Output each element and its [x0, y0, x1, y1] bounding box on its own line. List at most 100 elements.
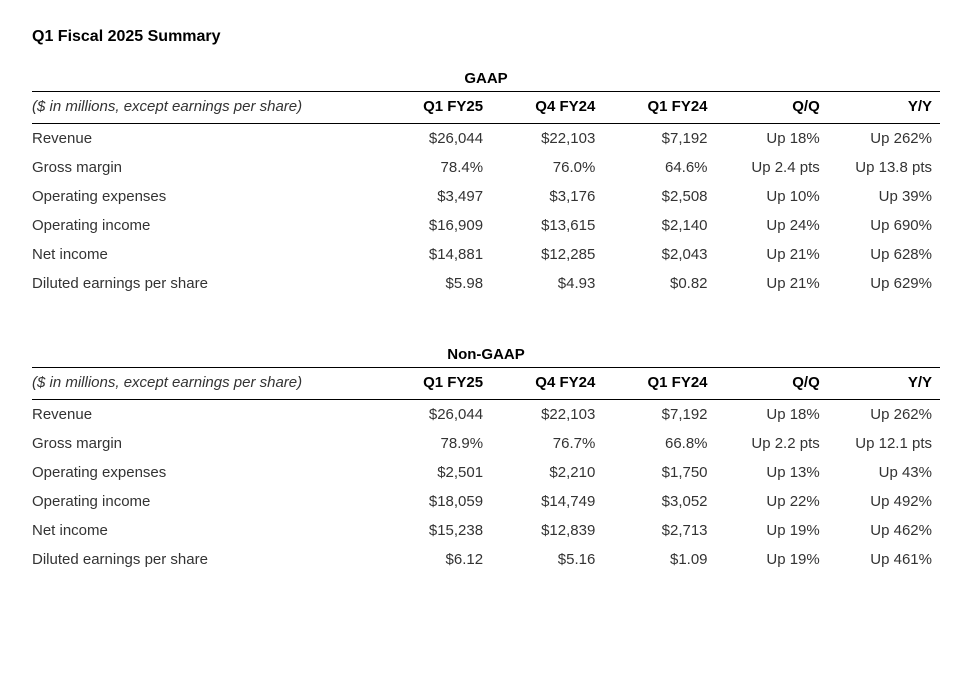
cell-value: $3,176 — [491, 182, 603, 211]
cell-value: Up 19% — [716, 545, 828, 574]
cell-value: $16,909 — [379, 211, 491, 240]
cell-value: 66.8% — [603, 429, 715, 458]
cell-value: Up 2.4 pts — [716, 153, 828, 182]
cell-value: $1.09 — [603, 545, 715, 574]
table-row: Revenue$26,044$22,103$7,192Up 18%Up 262% — [32, 400, 940, 430]
cell-value: Up 262% — [828, 124, 940, 154]
cell-value: Up 262% — [828, 400, 940, 430]
cell-value: $7,192 — [603, 400, 715, 430]
metric-label: Diluted earnings per share — [32, 545, 379, 574]
cell-value: 64.6% — [603, 153, 715, 182]
cell-value: Up 13.8 pts — [828, 153, 940, 182]
cell-value: $7,192 — [603, 124, 715, 154]
cell-value: $3,052 — [603, 487, 715, 516]
cell-value: $12,839 — [491, 516, 603, 545]
metric-label: Operating income — [32, 211, 379, 240]
table-section: Non-GAAP ($ in millions, except earnings … — [32, 346, 940, 574]
cell-value: Up 18% — [716, 124, 828, 154]
column-header: Y/Y — [828, 92, 940, 124]
cell-value: $13,615 — [491, 211, 603, 240]
cell-value: $22,103 — [491, 400, 603, 430]
cell-value: $6.12 — [379, 545, 491, 574]
cell-value: $18,059 — [379, 487, 491, 516]
cell-value: $15,238 — [379, 516, 491, 545]
table-row: Net income$15,238$12,839$2,713Up 19%Up 4… — [32, 516, 940, 545]
cell-value: Up 39% — [828, 182, 940, 211]
column-header: Q1 FY24 — [603, 368, 715, 400]
cell-value: $26,044 — [379, 400, 491, 430]
cell-value: $22,103 — [491, 124, 603, 154]
cell-value: 76.0% — [491, 153, 603, 182]
cell-value: Up 462% — [828, 516, 940, 545]
table-section: GAAP ($ in millions, except earnings per … — [32, 70, 940, 298]
column-header: Q/Q — [716, 368, 828, 400]
metric-label: Net income — [32, 240, 379, 269]
cell-value: $0.82 — [603, 269, 715, 298]
table-note: ($ in millions, except earnings per shar… — [32, 92, 379, 124]
cell-value: Up 18% — [716, 400, 828, 430]
section-title: Non-GAAP — [32, 346, 940, 363]
cell-value: Up 21% — [716, 240, 828, 269]
cell-value: $2,210 — [491, 458, 603, 487]
table-row: Gross margin78.9%76.7%66.8%Up 2.2 ptsUp … — [32, 429, 940, 458]
metric-label: Operating expenses — [32, 182, 379, 211]
cell-value: $26,044 — [379, 124, 491, 154]
cell-value: 78.4% — [379, 153, 491, 182]
cell-value: $3,497 — [379, 182, 491, 211]
metric-label: Gross margin — [32, 429, 379, 458]
table-row: Diluted earnings per share$6.12$5.16$1.0… — [32, 545, 940, 574]
metric-label: Gross margin — [32, 153, 379, 182]
cell-value: 76.7% — [491, 429, 603, 458]
column-header: Q4 FY24 — [491, 92, 603, 124]
cell-value: $2,713 — [603, 516, 715, 545]
metric-label: Operating income — [32, 487, 379, 516]
cell-value: $2,140 — [603, 211, 715, 240]
table-row: Operating expenses$2,501$2,210$1,750Up 1… — [32, 458, 940, 487]
metric-label: Diluted earnings per share — [32, 269, 379, 298]
cell-value: Up 43% — [828, 458, 940, 487]
metric-label: Revenue — [32, 400, 379, 430]
cell-value: Up 22% — [716, 487, 828, 516]
cell-value: $4.93 — [491, 269, 603, 298]
column-header: Q1 FY25 — [379, 92, 491, 124]
table-row: Operating income$18,059$14,749$3,052Up 2… — [32, 487, 940, 516]
section-title: GAAP — [32, 70, 940, 87]
cell-value: Up 10% — [716, 182, 828, 211]
table-row: Gross margin78.4%76.0%64.6%Up 2.4 ptsUp … — [32, 153, 940, 182]
cell-value: $2,508 — [603, 182, 715, 211]
metric-label: Net income — [32, 516, 379, 545]
cell-value: $12,285 — [491, 240, 603, 269]
cell-value: Up 628% — [828, 240, 940, 269]
cell-value: $14,881 — [379, 240, 491, 269]
column-header: Y/Y — [828, 368, 940, 400]
cell-value: Up 24% — [716, 211, 828, 240]
column-header: Q1 FY25 — [379, 368, 491, 400]
cell-value: Up 461% — [828, 545, 940, 574]
table-row: Operating income$16,909$13,615$2,140Up 2… — [32, 211, 940, 240]
table-note: ($ in millions, except earnings per shar… — [32, 368, 379, 400]
financial-table: ($ in millions, except earnings per shar… — [32, 367, 940, 574]
cell-value: $1,750 — [603, 458, 715, 487]
cell-value: $2,501 — [379, 458, 491, 487]
table-row: Operating expenses$3,497$3,176$2,508Up 1… — [32, 182, 940, 211]
cell-value: Up 629% — [828, 269, 940, 298]
cell-value: $5.16 — [491, 545, 603, 574]
cell-value: Up 2.2 pts — [716, 429, 828, 458]
cell-value: $2,043 — [603, 240, 715, 269]
cell-value: Up 21% — [716, 269, 828, 298]
table-row: Net income$14,881$12,285$2,043Up 21%Up 6… — [32, 240, 940, 269]
table-row: Diluted earnings per share$5.98$4.93$0.8… — [32, 269, 940, 298]
cell-value: Up 492% — [828, 487, 940, 516]
table-row: Revenue$26,044$22,103$7,192Up 18%Up 262% — [32, 124, 940, 154]
cell-value: Up 19% — [716, 516, 828, 545]
cell-value: Up 12.1 pts — [828, 429, 940, 458]
metric-label: Revenue — [32, 124, 379, 154]
cell-value: $14,749 — [491, 487, 603, 516]
cell-value: $5.98 — [379, 269, 491, 298]
cell-value: Up 690% — [828, 211, 940, 240]
cell-value: Up 13% — [716, 458, 828, 487]
column-header: Q1 FY24 — [603, 92, 715, 124]
page-title: Q1 Fiscal 2025 Summary — [32, 28, 940, 46]
metric-label: Operating expenses — [32, 458, 379, 487]
financial-table: ($ in millions, except earnings per shar… — [32, 91, 940, 298]
